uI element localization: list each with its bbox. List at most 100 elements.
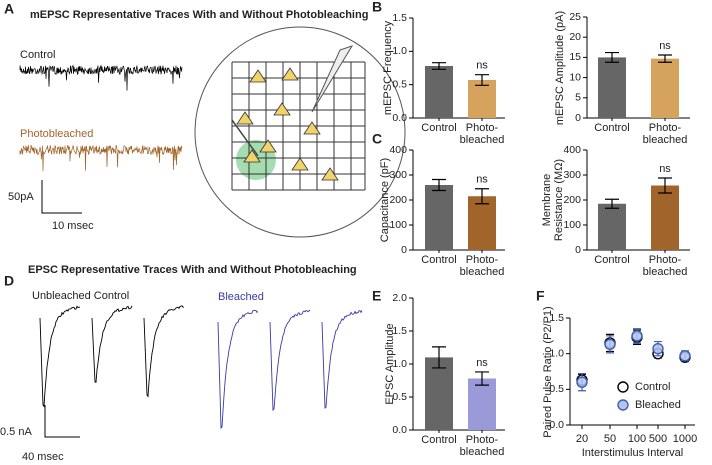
y-tick-label: 1.5 bbox=[392, 325, 407, 337]
y-tick-label: 20 bbox=[569, 31, 581, 43]
bar bbox=[598, 203, 626, 250]
panel-letter: B bbox=[372, 0, 382, 15]
error-bar bbox=[475, 188, 489, 205]
scale-label: 50pA bbox=[8, 191, 34, 203]
x-tick-label: Photo-bleached bbox=[642, 122, 688, 146]
panel-letter: F bbox=[536, 288, 545, 304]
trace bbox=[19, 144, 183, 172]
y-axis-label: EPSC Amplitude bbox=[384, 323, 396, 405]
y-tick-label: 1.0 bbox=[392, 358, 407, 370]
scale-bar bbox=[41, 180, 82, 214]
legend-marker bbox=[617, 381, 629, 393]
panel-letter: E bbox=[372, 288, 381, 304]
bar bbox=[598, 57, 626, 118]
error-bar bbox=[432, 62, 446, 70]
x-tick-label: 100 bbox=[628, 433, 646, 445]
y-tick-label: 1.5 bbox=[549, 312, 564, 324]
point bbox=[576, 376, 588, 388]
bar bbox=[425, 357, 453, 430]
bar bbox=[651, 185, 679, 250]
y-axis-label: Paired Pulse Ratio (P2/P1) bbox=[542, 306, 554, 438]
y-axis-label: mEPSC Frequency bbox=[382, 20, 394, 116]
y-tick-label: 0.5 bbox=[392, 78, 407, 90]
x-tick-label: 50 bbox=[604, 433, 616, 445]
annotation: ns bbox=[659, 40, 671, 52]
panel-letter: A bbox=[4, 1, 14, 17]
legend-label: Bleached bbox=[635, 399, 681, 411]
x-tick-label: Control bbox=[594, 122, 630, 134]
trace-label: Bleached bbox=[218, 291, 264, 303]
scale-label: 0.5 nA bbox=[0, 426, 32, 438]
trace bbox=[321, 310, 363, 409]
y-tick-label: 200 bbox=[563, 194, 581, 206]
legend-label: Control bbox=[635, 381, 670, 393]
y-tick-label: 100 bbox=[563, 219, 581, 231]
point bbox=[679, 350, 691, 362]
diagram bbox=[194, 26, 406, 238]
y-axis-label: Capacitance (pF) bbox=[379, 157, 391, 243]
y-tick-label: 300 bbox=[389, 169, 407, 181]
y-tick-label: 0.0 bbox=[392, 112, 407, 124]
bar bbox=[468, 196, 496, 250]
bar bbox=[651, 58, 679, 118]
x-tick-label: Photo-bleached bbox=[459, 434, 505, 458]
x-tick-label: 500 bbox=[649, 433, 667, 445]
x-tick-label: Control bbox=[421, 122, 457, 134]
y-tick-label: 10 bbox=[569, 71, 581, 83]
y-tick-label: 0.5 bbox=[392, 391, 407, 403]
y-tick-label: 1.5 bbox=[392, 12, 407, 24]
error-bar bbox=[475, 371, 489, 386]
trace bbox=[269, 309, 311, 412]
y-tick-label: 1.0 bbox=[392, 45, 407, 57]
error-bar bbox=[658, 54, 672, 63]
panel-title: mEPSC Representative Traces With and Wit… bbox=[30, 9, 368, 21]
error-bar bbox=[605, 198, 619, 209]
trace bbox=[19, 64, 183, 91]
x-tick-label: 20 bbox=[576, 433, 588, 445]
y-tick-label: 25 bbox=[569, 11, 581, 23]
y-tick-label: 0 bbox=[575, 244, 581, 256]
error-bar bbox=[432, 178, 446, 192]
y-tick-label: 100 bbox=[389, 219, 407, 231]
scale-bar bbox=[44, 405, 80, 438]
point bbox=[604, 338, 616, 351]
panel-letter: D bbox=[4, 273, 14, 289]
trace-label: Unbleached Control bbox=[32, 290, 129, 302]
annotation: ns bbox=[476, 60, 488, 72]
y-tick-label: 400 bbox=[563, 144, 581, 156]
panel-title: EPSC Representative Traces With and With… bbox=[28, 264, 357, 276]
x-tick-label: Photo-bleached bbox=[459, 254, 505, 278]
trace bbox=[143, 305, 185, 398]
trace-label: Photobleached bbox=[20, 128, 93, 140]
error-bar bbox=[658, 177, 672, 194]
trace bbox=[217, 310, 259, 430]
x-axis-label: Interstimulus Interval bbox=[582, 447, 683, 459]
y-axis-label: Membrane Resistance (MΩ) bbox=[541, 158, 565, 242]
error-bar bbox=[432, 346, 446, 369]
annotation: ns bbox=[476, 174, 488, 186]
y-tick-label: 0.0 bbox=[549, 419, 564, 431]
y-tick-label: 400 bbox=[389, 144, 407, 156]
y-tick-label: 0 bbox=[575, 112, 581, 124]
bar bbox=[425, 185, 453, 250]
bar bbox=[425, 66, 453, 118]
annotation: ns bbox=[476, 357, 488, 369]
trace-label: Control bbox=[20, 49, 55, 61]
y-tick-label: 300 bbox=[563, 169, 581, 181]
y-tick-label: 15 bbox=[569, 51, 581, 63]
y-tick-label: 0.0 bbox=[392, 424, 407, 436]
point bbox=[631, 330, 643, 342]
trace bbox=[39, 305, 80, 408]
y-tick-label: 2.0 bbox=[392, 292, 407, 304]
x-tick-label: Control bbox=[421, 434, 457, 446]
legend-marker bbox=[617, 399, 629, 411]
annotation: ns bbox=[659, 163, 671, 175]
error-bar bbox=[605, 51, 619, 63]
x-tick-label: Control bbox=[594, 254, 630, 266]
x-tick-label: 1000 bbox=[673, 433, 697, 445]
y-tick-label: 200 bbox=[389, 194, 407, 206]
error-bar bbox=[475, 74, 489, 86]
panel-letter: C bbox=[372, 131, 382, 147]
bar bbox=[468, 80, 496, 118]
